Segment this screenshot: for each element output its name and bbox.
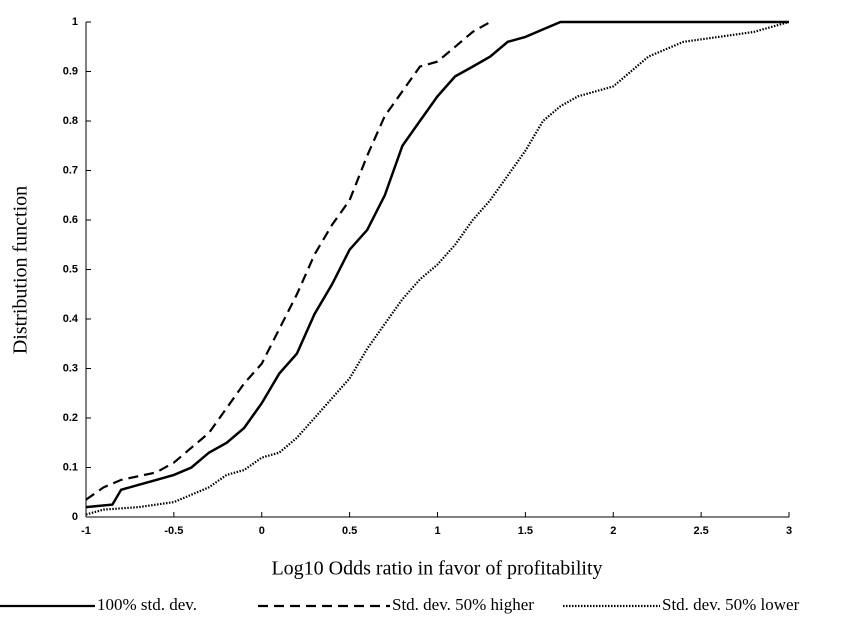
x-tick-label: 1.5 [518, 525, 533, 537]
y-tick-label: 0.3 [63, 362, 78, 374]
y-tick-label: 0.9 [63, 65, 78, 77]
legend-label: Std. dev. 50% lower [662, 595, 800, 614]
y-tick-label: 0.2 [63, 412, 78, 424]
legend-label: 100% std. dev. [97, 595, 197, 614]
y-tick-label: 0.5 [63, 263, 78, 275]
x-tick-label: 2.5 [693, 525, 708, 537]
y-tick-label: 0 [72, 511, 78, 523]
series-line [85, 20, 789, 509]
x-tick-label: 0 [259, 525, 265, 537]
series-line [85, 21, 491, 501]
x-tick-label: 1 [434, 525, 440, 537]
y-tick-label: 0.7 [63, 164, 78, 176]
x-tick-label: 3 [786, 525, 792, 537]
series-line [85, 20, 790, 516]
x-tick-label: -1 [81, 525, 91, 537]
y-tick-label: 0.1 [63, 461, 78, 473]
x-tick-label: -0.5 [164, 525, 183, 537]
y-tick-label: 0.8 [63, 115, 78, 127]
x-axis-label: Log10 Odds ratio in favor of profitabili… [271, 558, 602, 580]
y-tick-label: 0.6 [63, 214, 78, 226]
x-tick-label: 0.5 [342, 525, 357, 537]
x-tick-label: 2 [610, 525, 616, 537]
y-axis-label: Distribution function [10, 186, 32, 354]
y-tick-label: 0.4 [63, 313, 79, 325]
y-tick-label: 1 [72, 16, 78, 28]
legend-label: Std. dev. 50% higher [392, 595, 534, 614]
